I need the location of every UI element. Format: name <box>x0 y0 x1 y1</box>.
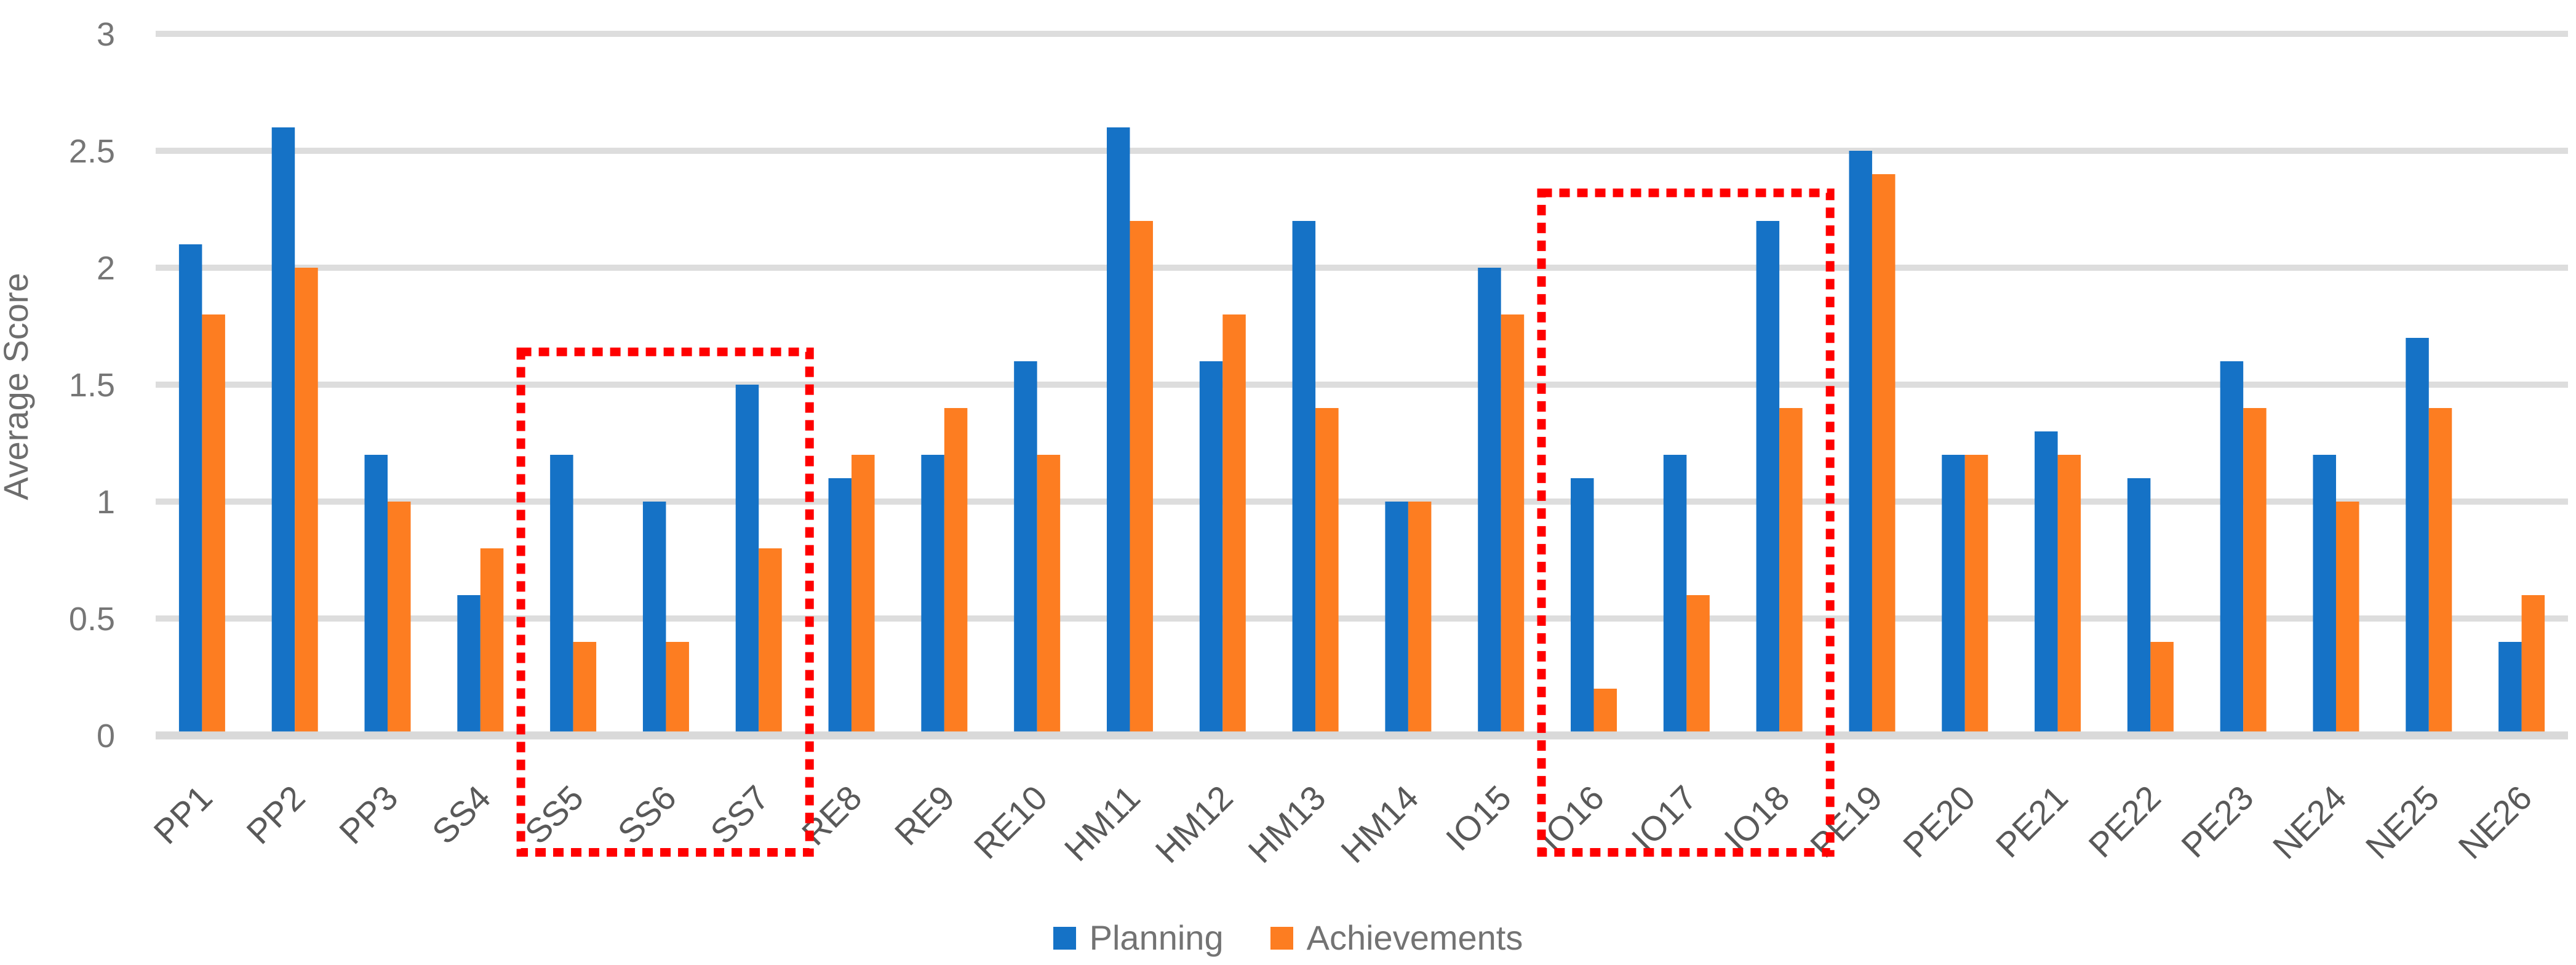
bar-planning-pe22 <box>2127 478 2151 732</box>
category-label-pe20: PE20 <box>1896 778 1982 865</box>
annotation-box-ss5-ss7 <box>516 347 814 857</box>
bar-achievements-ss5 <box>573 642 597 732</box>
bar-achievements-re10 <box>1037 455 1061 732</box>
bar-planning-pe20 <box>1942 455 1965 732</box>
category-label-ss6: SS6 <box>610 778 684 851</box>
legend-item-planning: Planning <box>1053 921 1224 955</box>
bar-planning-hm14 <box>1385 502 1408 732</box>
category-label-hm11: HM11 <box>1057 778 1147 868</box>
y-tick-label-2: 2 <box>97 250 115 287</box>
bar-achievements-io16 <box>1593 689 1617 732</box>
category-label-pe22: PE22 <box>2081 778 2167 865</box>
bar-achievements-ne24 <box>2335 502 2359 732</box>
x-axis-category-labels-group: PP1 PP2 PP3 SS4 SS5 SS6 SS7 RE8 RE9 RE10 HM11 HM12 H… <box>146 778 2539 870</box>
bar-planning-re9 <box>921 455 944 732</box>
bar-planning-io15 <box>1478 268 1501 732</box>
bar-planning-pp1 <box>178 244 202 732</box>
bar-planning-re8 <box>828 478 852 732</box>
y-tick-label-0.5: 0.5 <box>69 601 115 638</box>
bar-achievements-hm11 <box>1130 221 1153 732</box>
y-tick-label-1: 1 <box>97 484 115 521</box>
category-label-hm12: HM12 <box>1148 778 1240 870</box>
bar-planning-pp3 <box>364 455 388 732</box>
category-label-hm13: HM13 <box>1240 778 1333 870</box>
bar-planning-hm11 <box>1106 127 1130 732</box>
bar-achievements-pe22 <box>2150 642 2174 732</box>
bar-planning-io18 <box>1756 221 1780 732</box>
bar-achievements-ss6 <box>666 642 689 732</box>
bar-achievements-pp1 <box>202 314 225 732</box>
bar-planning-ss6 <box>642 502 666 732</box>
bar-achievements-pp3 <box>388 502 411 732</box>
bar-achievements-pe21 <box>2057 455 2081 732</box>
category-label-pe23: PE23 <box>2174 778 2260 865</box>
bar-planning-io17 <box>1663 455 1687 732</box>
legend-item-achievements: Achievements <box>1270 921 1523 955</box>
y-tick-label-1.5: 1.5 <box>69 367 115 404</box>
legend-label-achievements: Achievements <box>1306 918 1523 957</box>
bar-planning-ss5 <box>550 455 573 732</box>
bar-planning-hm13 <box>1292 221 1316 732</box>
category-label-pp3: PP3 <box>332 778 405 851</box>
bar-achievements-re9 <box>944 408 968 732</box>
bar-achievements-pe20 <box>1964 455 1988 732</box>
y-tick-label-3: 3 <box>97 16 115 53</box>
y-tick-label-2.5: 2.5 <box>69 133 115 170</box>
category-label-io18: IO18 <box>1717 778 1796 858</box>
bar-achievements-re8 <box>851 455 875 732</box>
bar-planning-pe23 <box>2220 361 2244 732</box>
bar-planning-ne25 <box>2406 338 2429 732</box>
bar-achievements-io17 <box>1686 595 1710 732</box>
bar-planning-re10 <box>1014 361 1037 732</box>
category-label-ss5: SS5 <box>517 778 591 851</box>
category-label-ss7: SS7 <box>703 778 776 851</box>
bar-planning-pe21 <box>2035 431 2058 732</box>
bar-achievements-ne26 <box>2521 595 2545 732</box>
y-axis-tick-labels-group: 0 0.5 1 1.5 2 2.5 3 <box>69 16 115 755</box>
chart-legend: Planning Achievements <box>0 916 2576 960</box>
category-label-pe21: PE21 <box>1988 778 2075 865</box>
bar-achievements-pe19 <box>1872 174 1896 732</box>
legend-label-planning: Planning <box>1089 918 1224 957</box>
bar-achievements-ne25 <box>2428 408 2452 732</box>
annotation-box-io16-io18 <box>1537 188 1835 857</box>
bars-group <box>178 127 2545 732</box>
bar-planning-ne26 <box>2498 642 2522 732</box>
category-label-io15: IO15 <box>1438 778 1518 858</box>
category-label-ss4: SS4 <box>425 778 498 851</box>
category-label-ne25: NE25 <box>2358 778 2447 867</box>
y-tick-label-0: 0 <box>97 718 115 755</box>
bar-achievements-hm12 <box>1222 314 1246 732</box>
category-label-ne26: NE26 <box>2450 778 2539 867</box>
category-label-pp1: PP1 <box>146 778 219 851</box>
bar-achievements-ss4 <box>480 548 504 732</box>
legend-swatch-achievements <box>1270 926 1293 950</box>
bar-achievements-io18 <box>1779 408 1803 732</box>
bar-achievements-pp2 <box>295 268 318 732</box>
bar-achievements-hm14 <box>1408 502 1432 732</box>
bar-achievements-pe23 <box>2243 408 2267 732</box>
bar-planning-ss4 <box>457 595 481 732</box>
category-label-hm14: HM14 <box>1333 778 1426 870</box>
y-axis-title: Average Score <box>0 273 35 500</box>
category-label-ne24: NE24 <box>2265 778 2354 867</box>
category-label-pp2: PP2 <box>239 778 312 851</box>
bar-achievements-ss7 <box>759 548 782 732</box>
bar-planning-ne24 <box>2313 455 2336 732</box>
bar-planning-pp2 <box>271 127 295 732</box>
annotation-boxes-group <box>516 188 1835 857</box>
category-label-re10: RE10 <box>967 778 1055 867</box>
legend-swatch-planning <box>1053 926 1076 950</box>
category-label-pe19: PE19 <box>1803 778 1889 865</box>
bar-planning-pe19 <box>1849 151 1872 732</box>
category-label-re9: RE9 <box>887 778 962 853</box>
bar-planning-ss7 <box>735 385 759 732</box>
bar-planning-io16 <box>1571 478 1594 732</box>
bar-achievements-io15 <box>1501 314 1525 732</box>
category-label-io17: IO17 <box>1624 778 1704 858</box>
bar-achievements-hm13 <box>1315 408 1339 732</box>
bar-planning-hm12 <box>1199 361 1223 732</box>
